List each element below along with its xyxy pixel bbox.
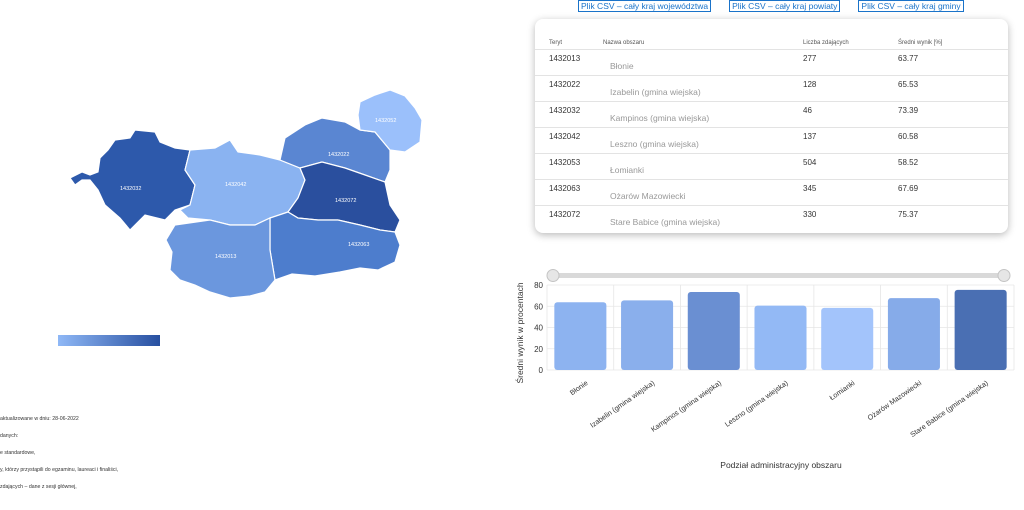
cell-count: 46: [803, 106, 812, 115]
range-slider-right-handle[interactable]: [997, 269, 1011, 282]
region-1432063[interactable]: [269, 211, 401, 281]
bar[interactable]: [687, 292, 740, 370]
region-1432032[interactable]: [69, 129, 196, 231]
csv-link-communes[interactable]: Plik CSV – cały kraj gminy: [858, 0, 964, 12]
header-score: Średni wynik [%]: [898, 40, 943, 46]
cell-count: 330: [803, 210, 817, 219]
x-category-label: Ożarów Mazowiecki: [866, 378, 924, 422]
region-1432013[interactable]: [165, 217, 276, 299]
cell-count: 128: [803, 80, 817, 89]
table-row[interactable]: 1432072 Stare Babice (gmina wiejska) 330…: [535, 205, 1008, 232]
cell-teryt: 1432072: [549, 210, 581, 219]
y-tick-label: 20: [534, 345, 543, 354]
y-tick-label: 40: [534, 324, 543, 333]
region-1432052[interactable]: [357, 89, 423, 153]
region-label-1432022: 1432022: [328, 152, 349, 158]
cell-score: 75.37: [898, 210, 919, 219]
cell-score: 65.53: [898, 80, 919, 89]
y-tick-label: 60: [534, 302, 543, 311]
table-row[interactable]: 1432013 Błonie 277 63.77: [535, 49, 1008, 76]
note-session: zdających – dane z sesji głównej,: [0, 484, 77, 490]
cell-teryt: 1432042: [549, 132, 581, 141]
region-label-1432052: 1432052: [375, 118, 396, 124]
cell-teryt: 1432032: [549, 106, 581, 115]
cell-name: Kampinos (gmina wiejska): [610, 113, 710, 123]
cell-teryt: 1432022: [549, 80, 581, 89]
cell-score: 67.69: [898, 184, 919, 193]
cell-name: Błonie: [610, 61, 634, 71]
note-data: danych:: [0, 433, 19, 439]
table-row[interactable]: 1432032 Kampinos (gmina wiejska) 46 73.3…: [535, 101, 1008, 128]
cell-teryt: 1432013: [549, 54, 581, 63]
cell-count: 345: [803, 184, 817, 193]
region-label-1432013: 1432013: [215, 254, 236, 260]
notes-section: aktualizowane w dniu: 28-06-2022 danych:…: [0, 416, 180, 501]
cell-score: 60.58: [898, 132, 919, 141]
bar-chart: 0 20 40 60 80 Błonie Izabelin (gmina wiejska)…: [505, 260, 1024, 505]
y-axis-title: Średni wynik w procentach: [514, 282, 525, 383]
bar[interactable]: [821, 307, 874, 370]
table-row[interactable]: 1432022 Izabelin (gmina wiejska) 128 65.…: [535, 75, 1008, 102]
cell-teryt: 1432053: [549, 158, 581, 167]
bar[interactable]: [954, 289, 1007, 370]
note-standard: e standardowe,: [0, 450, 36, 456]
cell-count: 277: [803, 54, 817, 63]
cell-name: Izabelin (gmina wiejska): [610, 87, 701, 97]
cell-name: Stare Babice (gmina wiejska): [610, 217, 721, 227]
cell-name: Ożarów Mazowiecki: [610, 191, 686, 201]
x-axis-title: Podział administracyjny obszaru: [720, 460, 842, 470]
note-updated: aktualizowane w dniu: 28-06-2022: [0, 416, 79, 422]
csv-link-voivodeships[interactable]: Plik CSV – cały kraj województwa: [578, 0, 712, 12]
cell-score: 58.52: [898, 158, 919, 167]
cell-score: 63.77: [898, 54, 919, 63]
region-label-1432063: 1432063: [348, 242, 369, 248]
cell-score: 73.39: [898, 106, 919, 115]
color-scale-legend: [58, 335, 160, 346]
x-category-label: Błonie: [568, 378, 590, 397]
csv-links: Plik CSV – cały kraj województwa Plik CS…: [578, 0, 964, 12]
x-category-label: Izabelin (gmina wiejska): [588, 378, 656, 429]
x-category-label: Leszno (gmina wiejska): [723, 378, 790, 428]
x-category-label: Łomianki: [828, 378, 857, 402]
map-svg: 1432032 1432042 1432022 1432052 1432072 …: [69, 89, 423, 299]
cell-name: Leszno (gmina wiejska): [610, 139, 699, 149]
region-label-1432042: 1432042: [225, 182, 246, 188]
range-slider-track[interactable]: [553, 273, 1003, 278]
cell-name: Łomianki: [610, 165, 645, 175]
cell-teryt: 1432063: [549, 184, 581, 193]
table-row[interactable]: 1432042 Leszno (gmina wiejska) 137 60.58: [535, 127, 1008, 154]
choropleth-map: 1432032 1432042 1432022 1432052 1432072 …: [60, 80, 440, 310]
region-label-1432032: 1432032: [120, 186, 141, 192]
note-participants: y, którzy przystąpili do egzaminu, laure…: [0, 467, 119, 473]
cell-count: 504: [803, 158, 817, 167]
bar[interactable]: [754, 305, 807, 370]
cell-count: 137: [803, 132, 817, 141]
header-teryt: Teryt: [549, 40, 563, 46]
results-table: Teryt Nazwa obszaru Liczba zdających Śre…: [535, 19, 1008, 233]
y-tick-label: 0: [539, 366, 544, 375]
bar[interactable]: [887, 298, 940, 370]
region-label-1432072: 1432072: [335, 198, 356, 204]
bar[interactable]: [554, 302, 607, 370]
table-row[interactable]: 1432053 Łomianki 504 58.52: [535, 153, 1008, 180]
header-name: Nazwa obszaru: [603, 40, 645, 46]
bar[interactable]: [621, 300, 674, 370]
range-slider-left-handle[interactable]: [546, 269, 560, 282]
y-tick-label: 80: [534, 281, 543, 290]
x-category-label: Stare Babice (gmina wiejska): [908, 378, 989, 439]
table-row[interactable]: 1432063 Ożarów Mazowiecki 345 67.69: [535, 179, 1008, 206]
csv-link-counties[interactable]: Plik CSV – cały kraj powiaty: [729, 0, 841, 12]
header-count: Liczba zdających: [803, 40, 849, 46]
x-category-label: Kampinos (gmina wiejska): [649, 378, 723, 433]
